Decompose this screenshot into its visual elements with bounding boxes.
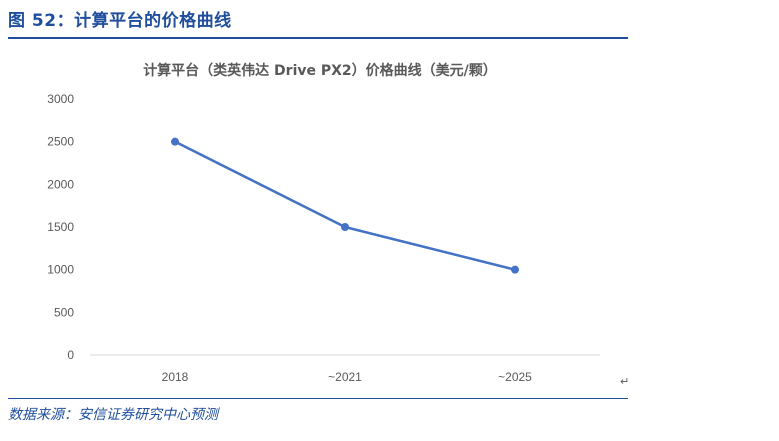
y-tick-label: 1000	[47, 263, 74, 277]
y-tick-label: 3000	[47, 92, 74, 106]
x-tick-label: ~2021	[328, 370, 362, 384]
x-tick-label: ~2025	[498, 370, 532, 384]
y-axis-ticks: 0 500 1000 1500 2000 2500 3000	[47, 92, 74, 362]
edge-mark: ↵	[620, 375, 630, 388]
data-point	[171, 137, 179, 146]
y-tick-label: 2500	[47, 135, 74, 149]
source-rule	[8, 398, 628, 399]
y-tick-label: 2000	[47, 177, 74, 191]
source-note: 数据来源：安信证券研究中心预测	[8, 407, 218, 423]
data-point	[341, 223, 349, 231]
data-point	[511, 265, 519, 274]
y-tick-label: 1500	[47, 220, 74, 234]
chart-title: 计算平台（类英伟达 Drive PX2）价格曲线（美元/颗）	[143, 62, 497, 79]
figure-caption: 图 52：计算平台的价格曲线	[8, 11, 232, 31]
y-tick-label: 0	[67, 348, 74, 362]
caption-rule	[8, 37, 628, 39]
y-tick-label: 500	[54, 305, 74, 319]
series-line	[174, 140, 516, 271]
series-layer	[171, 137, 519, 274]
x-tick-label: 2018	[162, 370, 189, 384]
x-axis-ticks: 2018 ~2021 ~2025	[162, 370, 533, 384]
